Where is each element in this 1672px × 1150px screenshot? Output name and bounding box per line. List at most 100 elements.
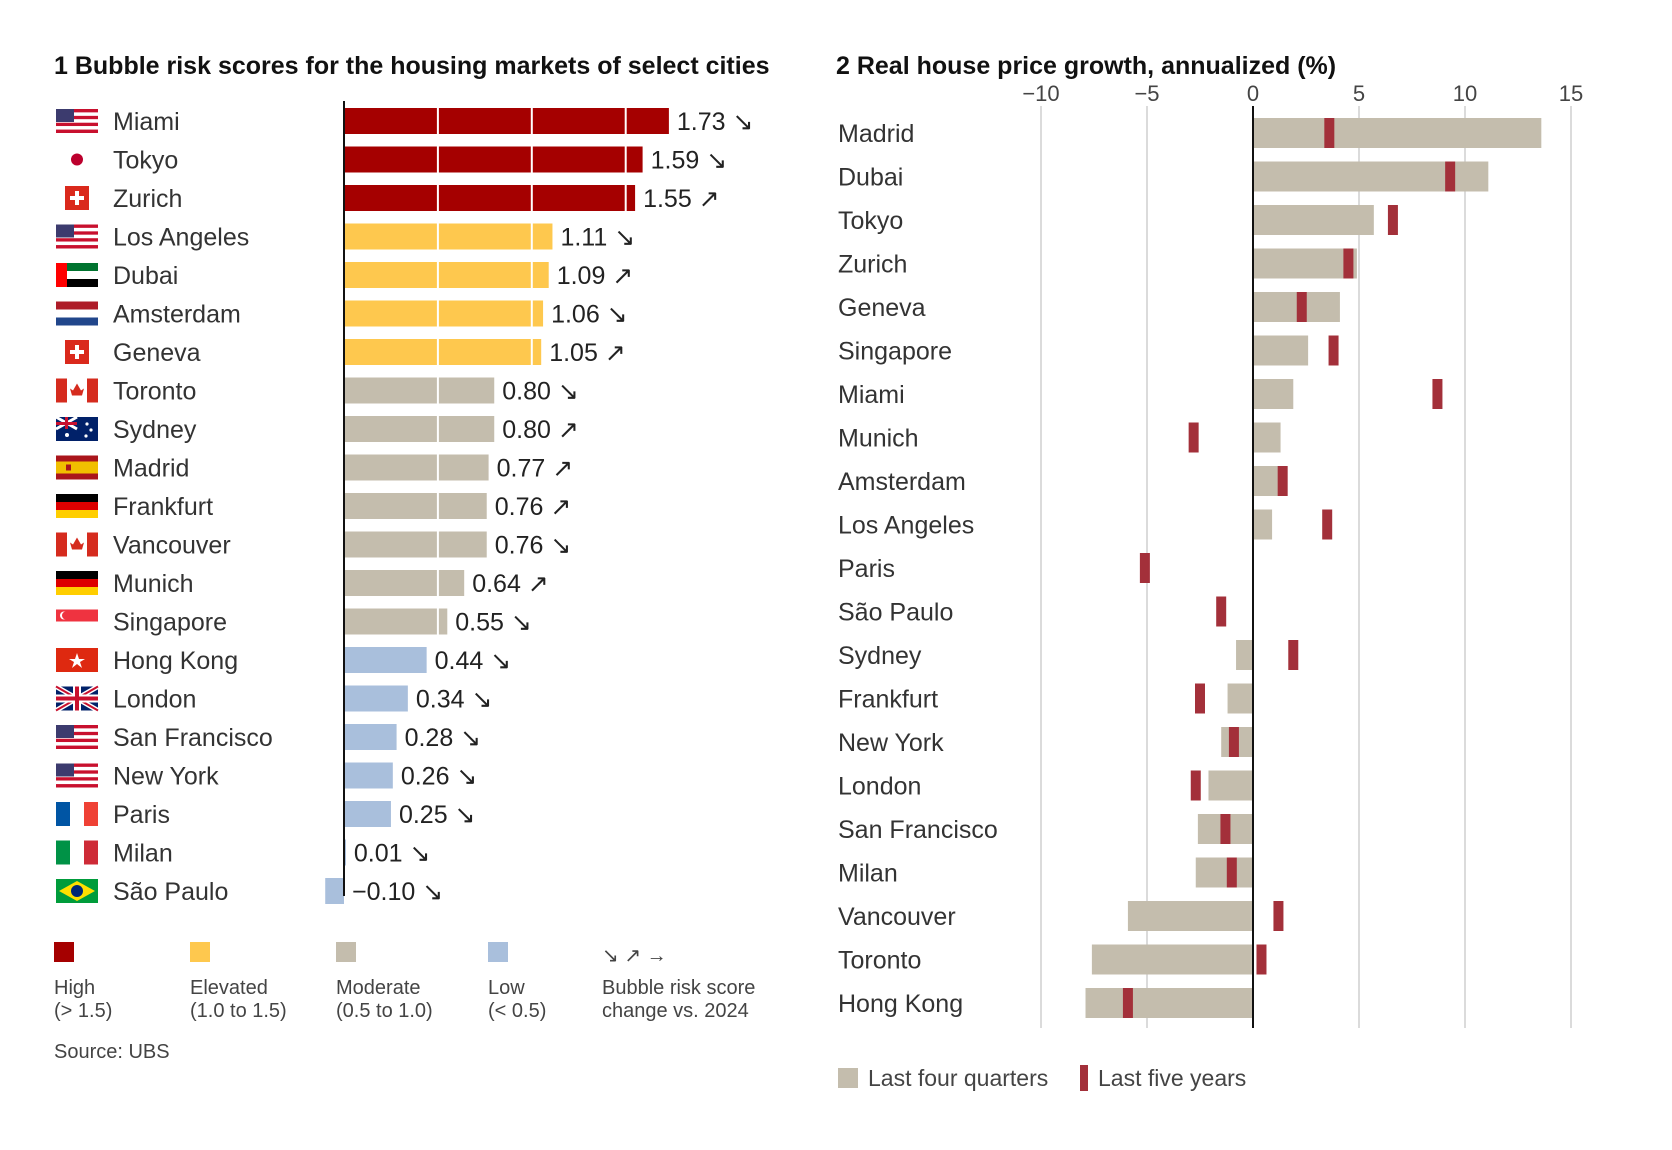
- right-x-tick-label: 5: [1353, 81, 1365, 106]
- left-bar-zurich: [344, 185, 636, 211]
- flag-ch-icon: [65, 186, 89, 210]
- left-bar-paris: [344, 801, 391, 827]
- legend-swatch-moderate: [336, 942, 356, 962]
- left-city-label: São Paulo: [113, 878, 228, 906]
- left-bar-london: [344, 685, 408, 712]
- right-marker-san-francisco: [1220, 814, 1231, 844]
- flag-us-icon: [56, 763, 98, 788]
- left-bar-frankfurt: [344, 493, 487, 519]
- left-value-label: 1.05 ↗: [549, 339, 626, 367]
- left-city-label: New York: [113, 763, 219, 791]
- left-city-label: Toronto: [113, 378, 196, 406]
- right-x-tick-label: 15: [1559, 81, 1583, 106]
- right-bar-sydney: [1236, 640, 1253, 670]
- flag-es-icon: [56, 455, 98, 480]
- right-city-label: Singapore: [838, 338, 952, 366]
- flag-br-icon: [56, 879, 98, 903]
- right-city-label: Vancouver: [838, 903, 956, 931]
- right-city-label: Zurich: [838, 251, 907, 279]
- right-x-tick-label: −5: [1134, 81, 1159, 106]
- flag-us-icon: [56, 725, 98, 749]
- left-value-label: 1.09 ↗: [557, 262, 634, 290]
- left-bar-munich: [344, 570, 465, 596]
- left-city-label: Singapore: [113, 609, 227, 637]
- right-marker-geneva: [1296, 292, 1307, 322]
- legend-swatch-last-five-years: [1080, 1065, 1088, 1091]
- right-city-label: Geneva: [838, 294, 926, 322]
- right-marker-los-angeles: [1322, 509, 1333, 540]
- right-marker-london: [1190, 770, 1201, 801]
- left-city-label: Los Angeles: [113, 224, 249, 252]
- right-city-label: Paris: [838, 555, 895, 583]
- left-chart-title: 1 Bubble risk scores for the housing mar…: [54, 52, 770, 80]
- flag-ca-icon: [56, 532, 98, 557]
- left-bar-hong-kong: [344, 647, 427, 673]
- left-bar-san-francisco: [344, 724, 397, 750]
- left-bar-sydney: [344, 416, 495, 442]
- left-bar-los-angeles: [344, 223, 553, 250]
- flag-gb-icon: [54, 684, 100, 713]
- left-value-label: 0.76 ↘: [495, 532, 572, 560]
- right-city-label: Tokyo: [838, 207, 903, 235]
- left-city-label: Miami: [113, 108, 180, 136]
- left-city-label: Paris: [113, 801, 170, 829]
- right-marker-vancouver: [1273, 901, 1284, 931]
- left-bar-new-york: [344, 762, 393, 789]
- flag-ch-icon: [65, 340, 89, 364]
- right-bar-miami: [1253, 379, 1294, 409]
- flag-nl-icon: [56, 301, 98, 326]
- right-marker-sydney: [1288, 640, 1299, 670]
- right-gridlines: [1040, 106, 1572, 1028]
- left-city-label: Tokyo: [113, 147, 178, 175]
- flag-sg-icon: [56, 609, 98, 634]
- right-city-labels: Madrid Dubai Tokyo Zurich Geneva Singapore Mia…: [838, 120, 998, 1018]
- right-bar-madrid: [1253, 118, 1542, 148]
- legend-change-symbols: ↘ ↗ →: [602, 945, 667, 967]
- flag-au-icon: [55, 415, 98, 441]
- left-city-label: Zurich: [113, 185, 182, 213]
- left-bar-vancouver: [344, 531, 487, 558]
- right-marker-tokyo: [1387, 205, 1398, 235]
- left-city-label: Geneva: [113, 339, 201, 367]
- flag-ae-icon: [56, 263, 98, 287]
- right-marker-new-york: [1228, 727, 1239, 757]
- legend-range-moderate: (0.5 to 1.0): [336, 1000, 433, 1022]
- legend-label-moderate: Moderate: [336, 977, 421, 999]
- legend-change-line1: Bubble risk score: [602, 977, 755, 999]
- left-value-label: 0.64 ↗: [472, 570, 549, 598]
- right-x-tick-label: 0: [1247, 81, 1259, 106]
- right-city-label: São Paulo: [838, 599, 953, 627]
- left-value-label: 0.26 ↘: [401, 763, 478, 791]
- left-city-label: Madrid: [113, 455, 189, 483]
- left-value-label: 1.59 ↘: [651, 147, 728, 175]
- legend-range-low: (< 0.5): [488, 1000, 546, 1022]
- right-marker-milan: [1226, 857, 1237, 888]
- right-city-label: Miami: [838, 381, 905, 409]
- legend-range-elevated: (1.0 to 1.5): [190, 1000, 287, 1022]
- right-marker-singapore: [1328, 335, 1339, 366]
- left-value-label: 0.55 ↘: [455, 609, 532, 637]
- left-city-label: San Francisco: [113, 724, 273, 752]
- right-marker-frankfurt: [1195, 683, 1205, 714]
- right-marker-munich: [1188, 422, 1199, 453]
- right-city-label: Los Angeles: [838, 512, 974, 540]
- right-city-label: Dubai: [838, 164, 903, 192]
- right-bar-amsterdam: [1253, 466, 1279, 496]
- right-city-label: Amsterdam: [838, 468, 966, 496]
- right-bars-last-four-quarters: [1085, 118, 1542, 1018]
- left-value-label: 1.11 ↘: [560, 224, 635, 252]
- right-marker-amsterdam: [1277, 466, 1288, 496]
- left-city-label: Dubai: [113, 262, 178, 290]
- flag-jp-icon: [56, 147, 98, 172]
- right-chart-title: 2 Real house price growth, annualized (%…: [836, 52, 1336, 80]
- right-legend: Last four quarters Last five years: [838, 1065, 1246, 1091]
- right-bar-milan: [1195, 857, 1253, 888]
- right-bar-geneva: [1253, 292, 1340, 322]
- right-marker-toronto: [1256, 944, 1267, 975]
- left-value-label: 0.80 ↗: [502, 416, 579, 444]
- right-marker-sao-paulo: [1216, 596, 1227, 627]
- left-value-label: −0.10 ↘: [352, 878, 443, 906]
- left-city-label: Amsterdam: [113, 301, 241, 329]
- flag-us-icon: [56, 224, 98, 249]
